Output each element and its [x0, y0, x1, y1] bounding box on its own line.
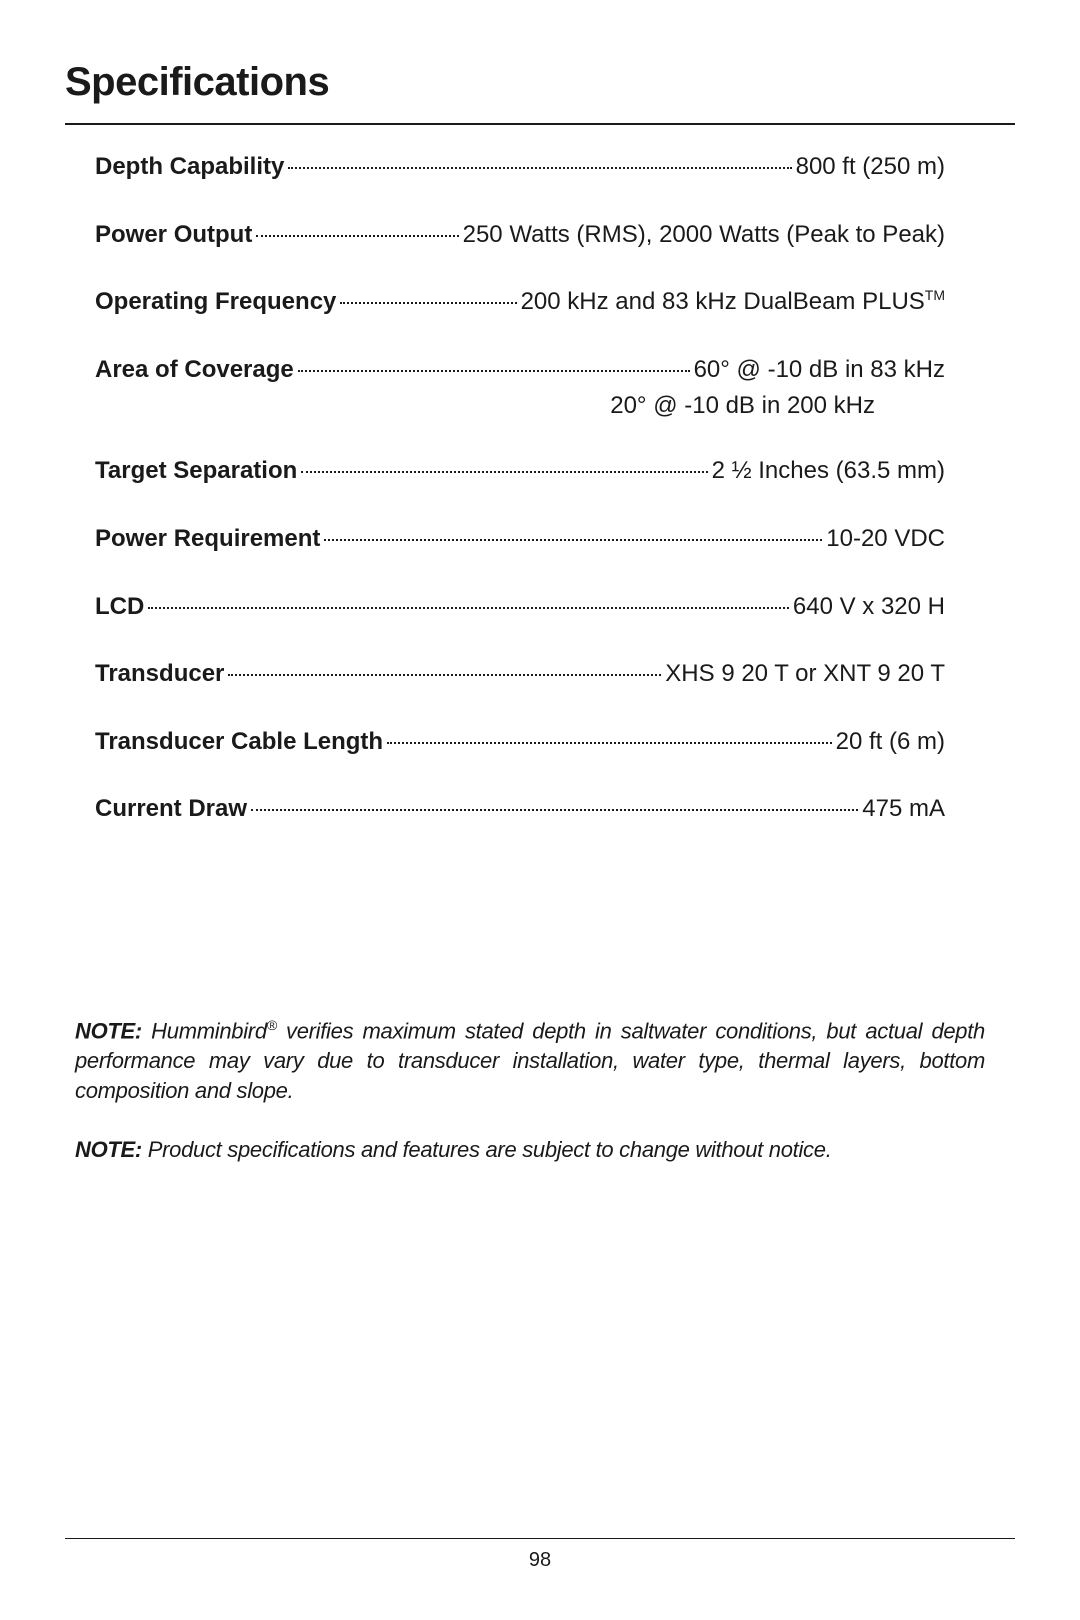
notes-section: NOTE: Humminbird® verifies maximum state… — [65, 1016, 1015, 1165]
page-number: 98 — [65, 1549, 1015, 1572]
footer-rule — [65, 1538, 1015, 1539]
spec-label: Depth Capability — [95, 150, 284, 184]
spec-value: 250 Watts (RMS), 2000 Watts (Peak to Pea… — [463, 218, 945, 252]
spec-leader — [387, 742, 832, 744]
note-prefix: NOTE: — [75, 1137, 142, 1162]
note-text-pre: Humminbird — [151, 1018, 267, 1043]
spec-value-extra: 20° @ -10 dB in 200 kHz — [95, 392, 945, 420]
spec-value: 2 ½ Inches (63.5 mm) — [712, 454, 945, 488]
spec-label: Current Draw — [95, 792, 247, 826]
spec-label: Transducer Cable Length — [95, 725, 383, 759]
spec-list: Depth Capability 800 ft (250 m) Power Ou… — [65, 150, 1015, 826]
spec-leader — [288, 167, 791, 169]
page-footer: 98 — [65, 1538, 1015, 1572]
spec-row: Current Draw 475 mA — [95, 792, 945, 826]
spec-leader — [251, 809, 858, 811]
note-change: NOTE: Product specifications and feature… — [75, 1135, 985, 1165]
spec-value: 200 kHz and 83 kHz DualBeam PLUSTM — [521, 285, 945, 319]
spec-value: XHS 9 20 T or XNT 9 20 T — [665, 657, 945, 691]
note-text: Product specifications and features are … — [148, 1137, 832, 1162]
title-rule — [65, 123, 1015, 125]
trademark-symbol: TM — [925, 287, 945, 303]
spec-value: 800 ft (250 m) — [796, 150, 945, 184]
spec-row: Target Separation 2 ½ Inches (63.5 mm) — [95, 454, 945, 488]
spec-leader — [301, 471, 707, 473]
spec-row: Power Output 250 Watts (RMS), 2000 Watts… — [95, 218, 945, 252]
registered-symbol: ® — [267, 1017, 277, 1033]
page-title: Specifications — [65, 60, 1015, 105]
spec-label: Power Requirement — [95, 522, 320, 556]
spec-row: Operating Frequency 200 kHz and 83 kHz D… — [95, 285, 945, 319]
spec-leader — [148, 607, 789, 609]
spec-leader — [256, 235, 458, 237]
note-prefix: NOTE: — [75, 1018, 142, 1043]
spec-leader — [228, 674, 661, 676]
spec-label: LCD — [95, 590, 144, 624]
spec-row: Depth Capability 800 ft (250 m) — [95, 150, 945, 184]
spec-row: LCD 640 V x 320 H — [95, 590, 945, 624]
spec-leader — [298, 370, 690, 372]
spec-label: Transducer — [95, 657, 224, 691]
note-depth: NOTE: Humminbird® verifies maximum state… — [75, 1016, 985, 1105]
spec-row: Area of Coverage 60° @ -10 dB in 83 kHz — [95, 353, 945, 387]
spec-value: 640 V x 320 H — [793, 590, 945, 624]
spec-value: 60° @ -10 dB in 83 kHz — [694, 353, 945, 387]
spec-label: Area of Coverage — [95, 353, 294, 387]
spec-row: Transducer Cable Length 20 ft (6 m) — [95, 725, 945, 759]
spec-row: Power Requirement 10-20 VDC — [95, 522, 945, 556]
spec-label: Operating Frequency — [95, 285, 336, 319]
spec-value: 475 mA — [862, 792, 945, 826]
spec-value: 20 ft (6 m) — [836, 725, 945, 759]
spec-leader — [340, 302, 516, 304]
spec-value: 10-20 VDC — [826, 522, 945, 556]
spec-label: Target Separation — [95, 454, 297, 488]
spec-label: Power Output — [95, 218, 252, 252]
spec-row: Transducer XHS 9 20 T or XNT 9 20 T — [95, 657, 945, 691]
spec-leader — [324, 539, 822, 541]
